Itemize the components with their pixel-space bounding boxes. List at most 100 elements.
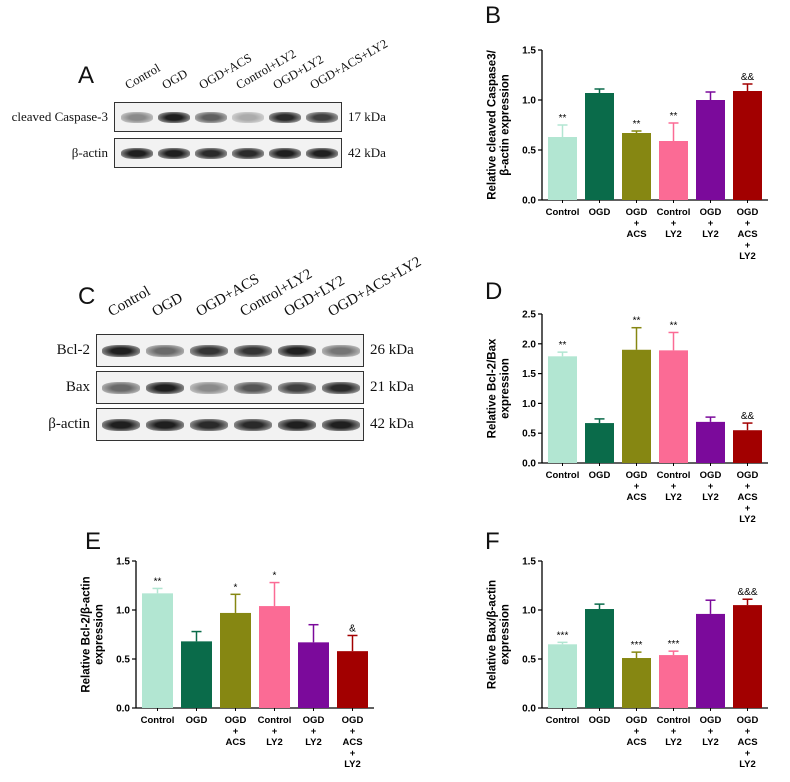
- band: [195, 111, 227, 123]
- y-tick-label: 1.5: [522, 369, 536, 380]
- y-tick-label: 0.5: [522, 655, 536, 666]
- x-tick-label: Control + LY2: [657, 715, 691, 748]
- bar-1: [585, 423, 614, 463]
- significance-label: *: [273, 571, 277, 582]
- x-tick-label: OGD + LY2: [700, 207, 722, 240]
- y-tick-label: 0.0: [522, 196, 536, 207]
- x-tick-label: OGD + ACS: [626, 715, 648, 748]
- blot-row-label: Bcl-2: [56, 341, 90, 358]
- significance-label: &: [349, 623, 356, 634]
- bar-4: [696, 421, 725, 463]
- y-tick-label: 1.5: [116, 557, 130, 568]
- band: [190, 418, 228, 431]
- bar-5: [733, 91, 762, 200]
- band: [234, 381, 272, 394]
- chart-d: 0.0 0.5 1.0 1.5 2.0 2.5 Relative Bcl-2/Baxexpr…: [487, 310, 768, 525]
- y-axis-label: Relative Bcl-2/Baxexpression: [487, 338, 512, 438]
- band: [121, 111, 153, 123]
- x-tick-label: OGD + LY2: [303, 715, 325, 748]
- y-axis-label: Relative Bcl-2/β-actinexpression: [81, 576, 106, 692]
- blot-row-0: [114, 102, 342, 132]
- blot-kda-label: 21 kDa: [370, 378, 414, 395]
- panel-letter-e: E: [85, 528, 102, 555]
- y-tick-label: 2.5: [522, 310, 536, 321]
- x-tick-label: OGD: [589, 207, 611, 218]
- bar-0: [548, 356, 577, 463]
- lane-label-ogd: OGD: [159, 66, 190, 93]
- band: [146, 418, 184, 431]
- x-tick-label: OGD + ACS: [626, 470, 648, 503]
- blot-kda-label: 42 kDa: [370, 415, 414, 432]
- panel-letter-a: A: [78, 62, 95, 89]
- x-tick-label: OGD + ACS: [225, 715, 247, 748]
- y-tick-label: 0.0: [522, 459, 536, 470]
- band: [146, 381, 184, 394]
- significance-label: &&&: [737, 587, 757, 598]
- bar-5: [337, 651, 368, 708]
- x-tick-label: OGD: [186, 715, 208, 726]
- x-tick-label: OGD + LY2: [700, 470, 722, 503]
- y-tick-label: 0.0: [116, 704, 130, 715]
- band: [232, 111, 264, 123]
- bar-1: [585, 93, 614, 200]
- y-tick-label: 1.5: [522, 46, 536, 57]
- blot-row-0: [96, 334, 364, 367]
- band: [190, 381, 228, 394]
- bar-2: [220, 612, 251, 708]
- significance-label: ***: [668, 639, 680, 650]
- band: [234, 418, 272, 431]
- y-axis-label: Relative cleaved Caspase3/β-actin expres…: [487, 49, 512, 199]
- blot-kda-label: 26 kDa: [370, 341, 414, 358]
- bar-1: [181, 641, 212, 708]
- bar-0: [142, 593, 173, 708]
- band: [278, 418, 316, 431]
- band: [102, 418, 140, 431]
- band: [232, 147, 264, 159]
- chart-b: 0.0 0.5 1.0 1.5 Relative cleaved Caspase3/β-…: [487, 46, 768, 262]
- bar-0: [548, 644, 577, 708]
- band: [322, 418, 360, 431]
- blot-row-1: [96, 371, 364, 404]
- significance-label: **: [559, 113, 567, 124]
- band: [234, 344, 272, 357]
- panel-letter-d: D: [485, 278, 503, 305]
- band: [158, 147, 190, 159]
- x-tick-label: Control + LY2: [657, 207, 691, 240]
- panel-letter-c: C: [78, 283, 96, 310]
- band: [269, 111, 301, 123]
- band: [306, 147, 338, 159]
- bar-3: [259, 606, 290, 708]
- blot-row-label: β-actin: [71, 145, 108, 161]
- y-axis-label: Relative Bax/β-actinexpression: [487, 580, 512, 689]
- panel-letter-f: F: [485, 528, 500, 555]
- band: [322, 344, 360, 357]
- lane-label-control: Control: [122, 60, 163, 93]
- blot-row-label: β-actin: [48, 415, 90, 432]
- x-tick-label: OGD + ACS + LY2: [737, 207, 759, 262]
- chart-e: 0.0 0.5 1.0 1.5 Relative Bcl-2/β-actinexpres…: [81, 557, 374, 770]
- significance-label: &&: [741, 72, 755, 83]
- y-tick-label: 1.0: [522, 96, 536, 107]
- bar-2: [622, 658, 651, 708]
- significance-label: *: [234, 582, 238, 593]
- y-tick-label: 1.0: [522, 606, 536, 617]
- bar-4: [298, 642, 329, 708]
- y-tick-label: 1.0: [116, 606, 130, 617]
- bar-3: [659, 350, 688, 463]
- significance-label: **: [633, 316, 641, 327]
- band: [306, 111, 338, 123]
- bar-5: [733, 605, 762, 708]
- bar-3: [659, 655, 688, 708]
- y-tick-label: 0.0: [522, 704, 536, 715]
- significance-label: &&: [741, 411, 755, 422]
- bar-0: [548, 137, 577, 200]
- bar-4: [696, 100, 725, 200]
- y-tick-label: 0.5: [522, 429, 536, 440]
- band: [102, 344, 140, 357]
- band: [102, 381, 140, 394]
- x-tick-label: Control: [546, 715, 580, 726]
- x-tick-label: Control: [546, 470, 580, 481]
- band: [158, 111, 190, 123]
- x-tick-label: OGD: [589, 715, 611, 726]
- significance-label: ***: [631, 640, 643, 651]
